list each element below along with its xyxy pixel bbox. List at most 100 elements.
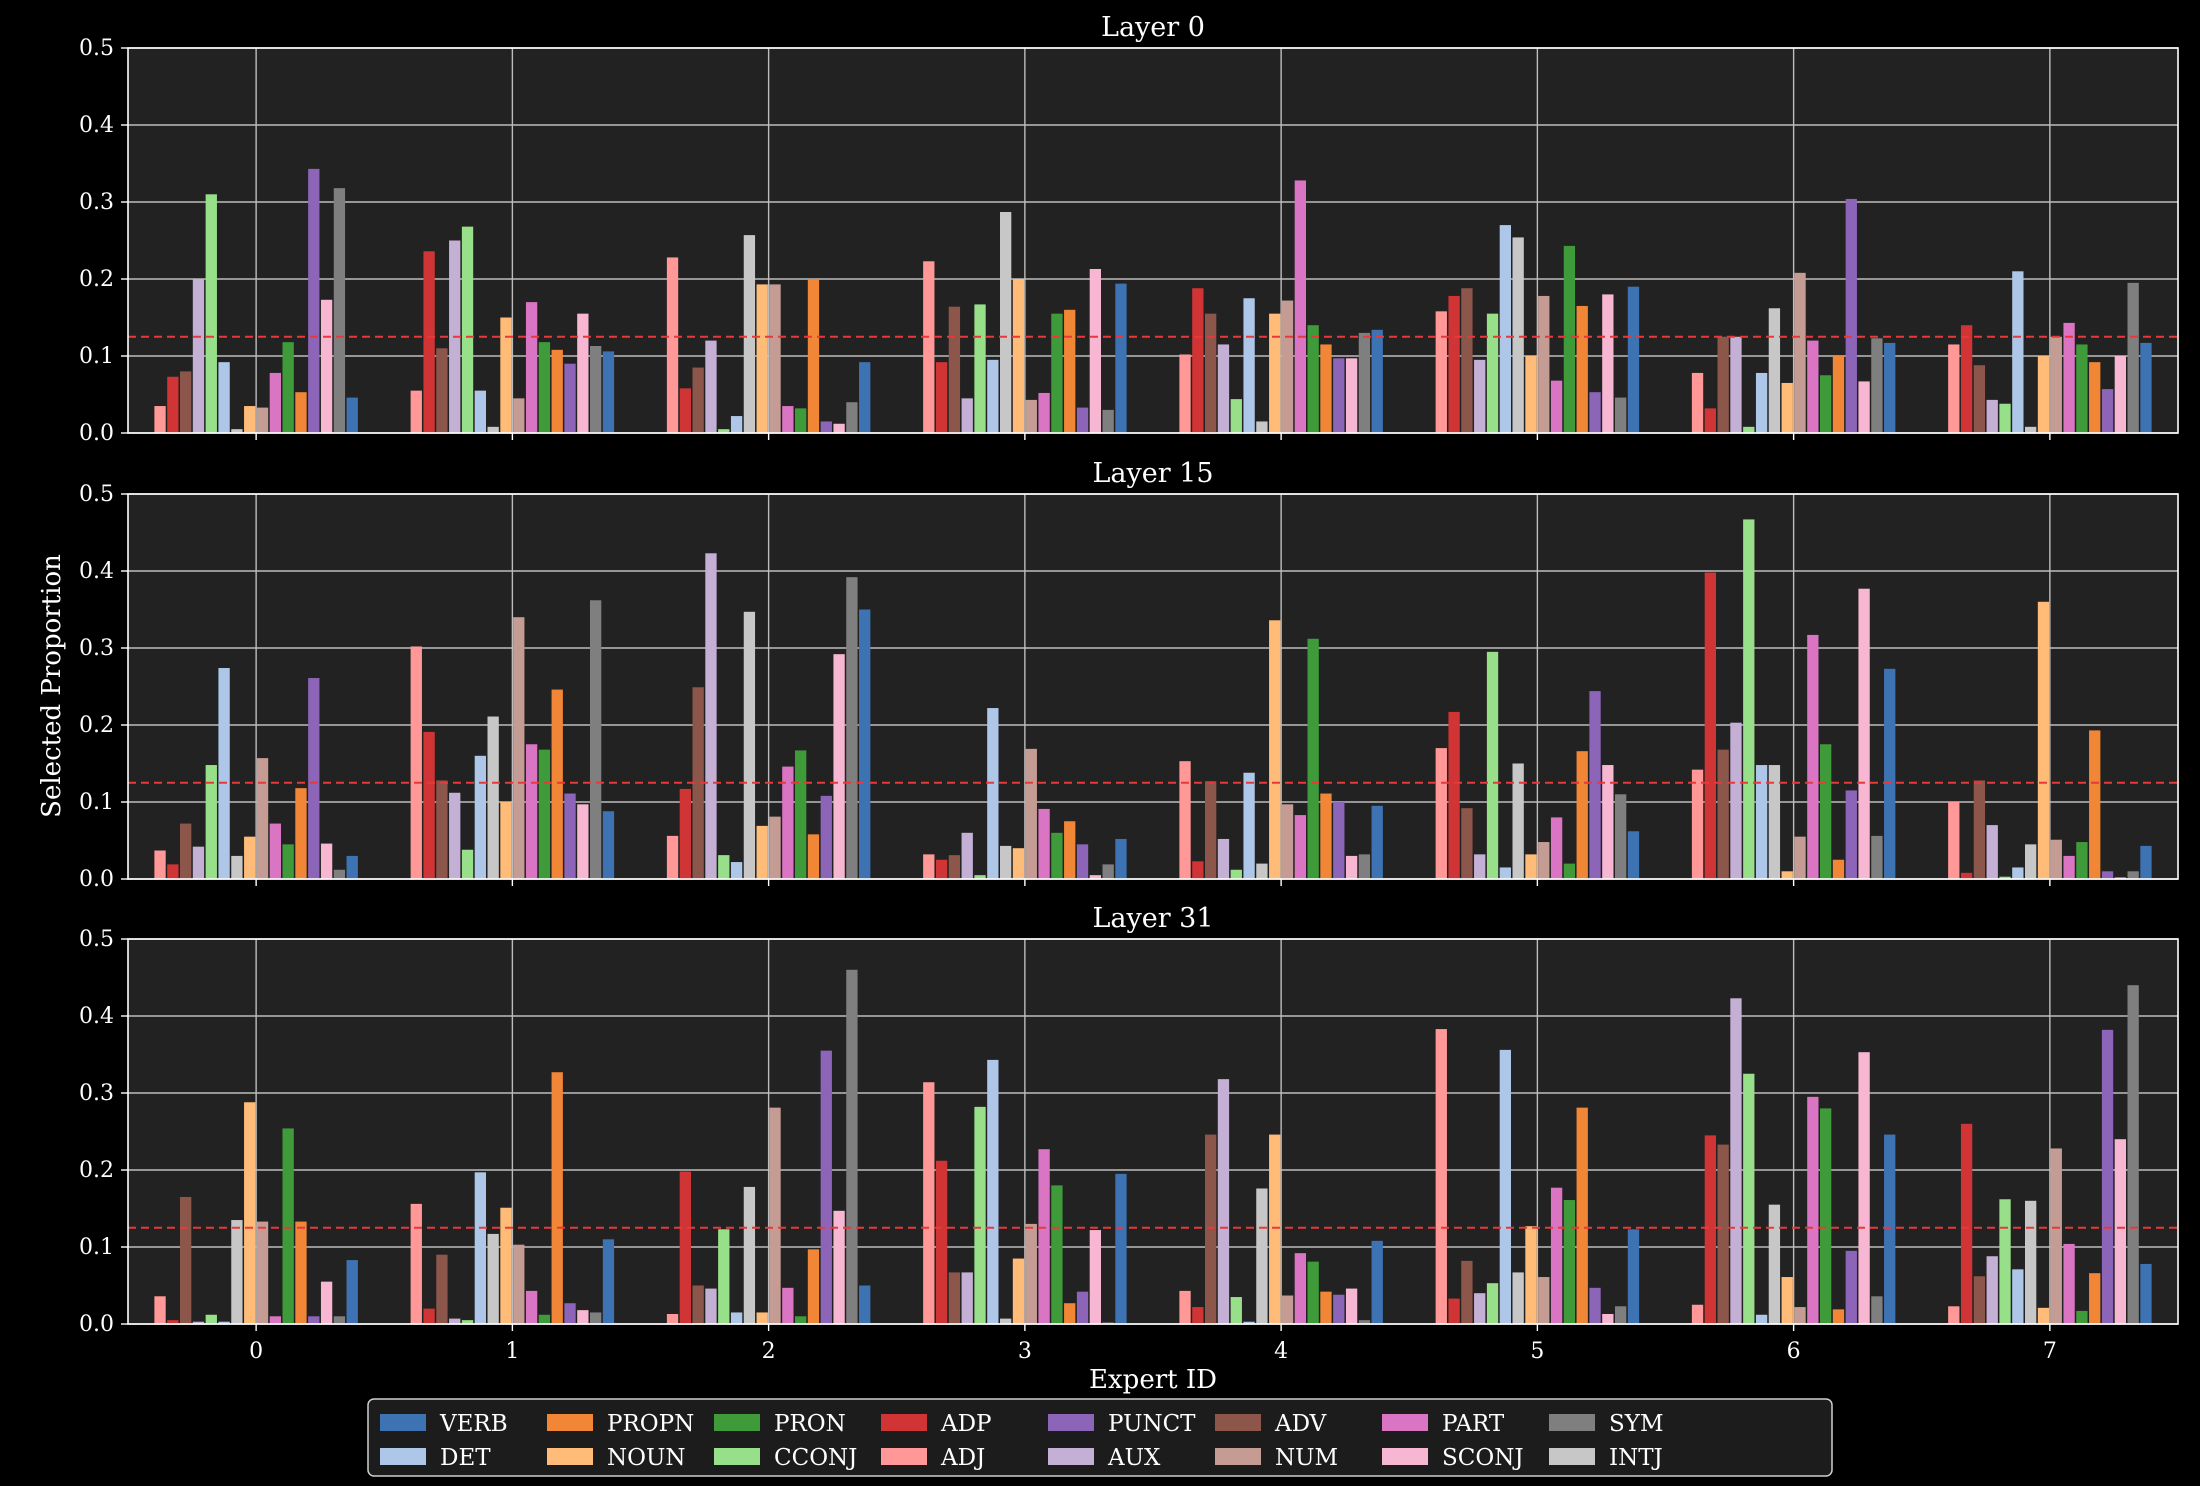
legend-label: ADV [1274,1411,1327,1437]
bar-propn-expert-5 [1576,1107,1588,1324]
bar-noun-expert-6 [1781,382,1793,433]
y-tick-label: 0.2 [79,1158,114,1183]
bar-sym-expert-7 [2127,871,2139,879]
bar-adv-expert-7 [1973,365,1986,433]
bar-adv-expert-2 [692,687,704,879]
bar-sconj-expert-5 [1602,1313,1614,1324]
bar-pron-expert-4 [1307,325,1319,433]
y-tick-label: 0.2 [79,713,114,738]
bar-propn-expert-3 [1064,821,1076,879]
bar-noun-expert-0 [244,836,256,879]
bar-sconj-expert-2 [833,654,845,879]
bar-pron-expert-3 [1051,313,1063,433]
y-axis-label: Selected Proportion [37,554,67,818]
bar-propn-expert-3 [1064,1303,1076,1324]
bar-sconj-expert-3 [1089,875,1101,879]
bar-sconj-expert-7 [2114,1139,2126,1324]
bar-sym-expert-3 [1102,864,1114,879]
legend-label: ADP [940,1411,992,1437]
bar-verb-expert-3 [1115,283,1127,433]
bar-adv-expert-4 [1205,313,1217,433]
bar-part-expert-3 [1038,1149,1050,1324]
bar-num-expert-0 [256,1221,269,1324]
bar-num-expert-1 [513,617,525,879]
bar-cconj-expert-2 [718,1229,730,1324]
bar-aux-expert-2 [705,1288,717,1324]
bar-sconj-expert-3 [1089,268,1101,433]
bar-pron-expert-7 [2076,1310,2088,1324]
bar-pron-expert-6 [1820,1108,1832,1324]
bar-part-expert-5 [1550,380,1563,433]
bar-num-expert-7 [2050,1148,2062,1324]
bar-intj-expert-4 [1256,863,1268,879]
bar-verb-expert-3 [1115,1173,1127,1324]
bar-part-expert-7 [2063,855,2075,879]
legend-item-propn: PROPN [547,1411,694,1437]
bar-adv-expert-3 [948,855,961,879]
bar-propn-expert-6 [1832,859,1845,879]
legend-item-verb: VERB [380,1411,508,1437]
bar-propn-expert-7 [2089,362,2101,433]
legend-label: INTJ [1609,1445,1663,1471]
bar-adp-expert-1 [423,251,435,433]
bar-aux-expert-3 [961,832,973,879]
legend-label: PART [1442,1411,1505,1437]
bar-verb-expert-5 [1627,286,1640,433]
legend-label: AUX [1107,1445,1161,1471]
bar-verb-expert-4 [1371,805,1383,879]
bar-aux-expert-3 [961,398,973,433]
bar-num-expert-7 [2050,839,2062,879]
bar-propn-expert-0 [295,788,307,879]
bar-adj-expert-3 [923,1082,935,1324]
bar-sym-expert-0 [333,188,346,433]
bar-adj-expert-0 [154,406,166,433]
bar-noun-expert-2 [756,1312,768,1324]
bar-num-expert-5 [1538,1277,1550,1324]
bar-intj-expert-0 [231,429,243,433]
bar-adj-expert-1 [410,646,422,879]
bar-adj-expert-2 [666,835,679,879]
bar-adj-expert-0 [154,850,166,879]
bar-det-expert-7 [2012,1269,2024,1324]
bar-cconj-expert-7 [1999,876,2011,879]
legend-label: DET [440,1445,491,1471]
bar-adp-expert-1 [423,1308,435,1324]
bar-intj-expert-1 [487,716,499,879]
bar-cconj-expert-3 [974,875,986,879]
bar-sym-expert-0 [333,869,346,879]
bar-noun-expert-7 [2037,356,2050,433]
bar-part-expert-7 [2063,322,2075,433]
y-tick-label: 0.5 [79,482,114,507]
legend-item-sym: SYM [1549,1411,1664,1437]
x-tick-label: 5 [1530,1339,1544,1364]
bar-aux-expert-1 [449,1318,461,1324]
bar-adj-expert-4 [1179,1290,1191,1324]
bar-det-expert-4 [1243,298,1255,433]
bar-num-expert-6 [1794,272,1806,433]
bar-noun-expert-5 [1525,356,1537,433]
bar-punct-expert-7 [2101,1029,2114,1324]
bar-sconj-expert-4 [1345,1288,1358,1324]
bar-cconj-expert-2 [718,429,730,433]
legend-swatch [547,1448,593,1465]
bar-pron-expert-6 [1820,375,1832,433]
bar-sym-expert-1 [590,1312,602,1324]
legend-item-part: PART [1382,1411,1505,1437]
bar-sym-expert-4 [1358,332,1371,433]
bar-det-expert-6 [1755,1314,1768,1324]
bar-part-expert-1 [525,744,538,879]
panel-title: Layer 31 [1092,903,1213,934]
bar-intj-expert-2 [743,611,756,879]
y-tick-label: 0.4 [79,1004,114,1029]
bar-aux-expert-2 [705,553,717,879]
bar-punct-expert-0 [308,168,320,433]
bar-propn-expert-2 [807,834,820,879]
bar-cconj-expert-7 [1999,403,2011,433]
bar-adj-expert-6 [1691,769,1704,879]
bar-num-expert-1 [513,1244,525,1324]
plot-area [128,494,2178,879]
bar-intj-expert-6 [1768,308,1781,433]
bar-det-expert-1 [474,755,486,879]
bar-punct-expert-4 [1333,1294,1345,1324]
bar-intj-expert-3 [1000,845,1012,879]
